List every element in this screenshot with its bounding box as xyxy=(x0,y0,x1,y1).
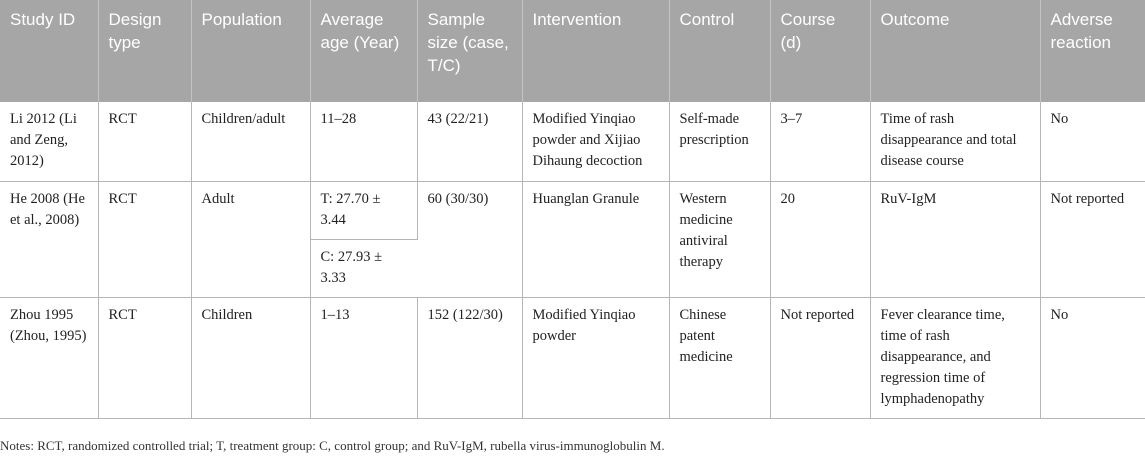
cell-design-type: RCT xyxy=(98,181,192,298)
cell-adverse-reaction: No xyxy=(1040,102,1145,182)
cell-adverse-reaction: No xyxy=(1040,297,1145,419)
cell-design-type: RCT xyxy=(98,297,192,419)
table-header-row: Study ID Design type Population Average … xyxy=(0,0,1145,102)
header-control: Control xyxy=(669,0,771,102)
cell-outcome: Fever clearance time, time of rash disap… xyxy=(870,297,1041,419)
table-row: C: 27.93 ± 3.33 xyxy=(0,239,1145,298)
header-population: Population xyxy=(191,0,311,102)
header-sample-size: Sample size (case, T/C) xyxy=(417,0,523,102)
cell-population: Children/adult xyxy=(191,102,311,182)
cell-adverse-reaction: Not reported xyxy=(1040,181,1145,298)
cell-study-id: He 2008 (He et al., 2008) xyxy=(0,181,99,298)
cell-control: Chinese patent medicine xyxy=(669,297,771,419)
cell-course: 20 xyxy=(770,181,871,298)
cell-population: Children xyxy=(191,297,311,419)
cell-average-age-treatment: T: 27.70 ± 3.44 xyxy=(310,181,418,240)
cell-course: Not reported xyxy=(770,297,871,419)
header-design-type: Design type xyxy=(98,0,192,102)
header-outcome: Outcome xyxy=(870,0,1041,102)
cell-population: Adult xyxy=(191,181,311,298)
cell-sample-size: 60 (30/30) xyxy=(417,181,523,298)
cell-average-age: 11–28 xyxy=(310,102,418,182)
table-row: Zhou 1995 (Zhou, 1995) RCT Children 1–13… xyxy=(0,297,1145,419)
cell-intervention: Modified Yinqiao powder and Xijiao Dihau… xyxy=(522,102,670,182)
cell-study-id: Li 2012 (Li and Zeng, 2012) xyxy=(0,102,99,182)
study-characteristics-table: Study ID Design type Population Average … xyxy=(0,0,1145,419)
cell-outcome: RuV-IgM xyxy=(870,181,1041,298)
cell-sample-size: 43 (22/21) xyxy=(417,102,523,182)
cell-intervention: Huanglan Granule xyxy=(522,181,670,298)
header-adverse-reaction: Adverse reaction xyxy=(1040,0,1145,102)
cell-control: Western medicine antiviral therapy xyxy=(669,181,771,298)
table-row: He 2008 (He et al., 2008) RCT Adult T: 2… xyxy=(0,181,1145,298)
header-study-id: Study ID xyxy=(0,0,99,102)
cell-design-type: RCT xyxy=(98,102,192,182)
cell-average-age-control: C: 27.93 ± 3.33 xyxy=(310,239,417,298)
cell-study-id: Zhou 1995 (Zhou, 1995) xyxy=(0,297,99,419)
cell-intervention: Modified Yinqiao powder xyxy=(522,297,670,419)
cell-course: 3–7 xyxy=(770,102,871,182)
header-course: Course (d) xyxy=(770,0,871,102)
cell-sample-size: 152 (122/30) xyxy=(417,297,523,419)
header-average-age: Average age (Year) xyxy=(310,0,418,102)
table-row: Li 2012 (Li and Zeng, 2012) RCT Children… xyxy=(0,102,1145,182)
table-notes: Notes: RCT, randomized controlled trial;… xyxy=(0,438,665,453)
cell-control: Self-made prescription xyxy=(669,102,771,182)
cell-outcome: Time of rash disappearance and total dis… xyxy=(870,102,1041,182)
header-intervention: Intervention xyxy=(522,0,670,102)
cell-average-age: 1–13 xyxy=(310,297,418,419)
